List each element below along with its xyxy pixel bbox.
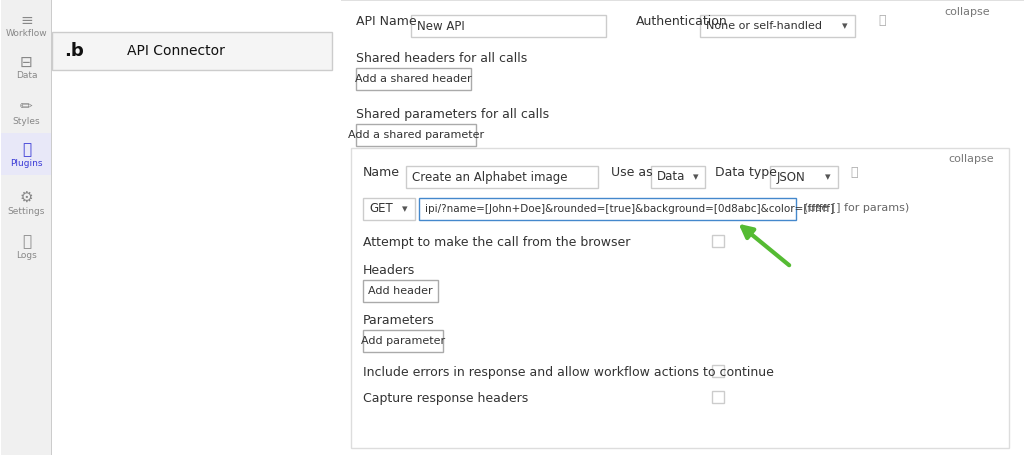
Bar <box>341 0 1024 455</box>
Bar <box>713 365 724 377</box>
Text: Headers: Headers <box>362 264 415 277</box>
Text: ✏: ✏ <box>20 100 33 115</box>
Text: API Name: API Name <box>356 15 417 28</box>
Bar <box>406 166 598 188</box>
Text: Add a shared header: Add a shared header <box>355 74 472 84</box>
Text: Plugins: Plugins <box>10 160 43 168</box>
Text: Name: Name <box>362 166 400 179</box>
Text: Data: Data <box>15 71 37 81</box>
Text: JSON: JSON <box>776 171 805 183</box>
Text: Styles: Styles <box>12 116 40 126</box>
Bar <box>362 198 415 220</box>
Text: 🗑: 🗑 <box>850 166 858 178</box>
Bar <box>356 68 471 90</box>
Text: ⚙: ⚙ <box>19 189 33 204</box>
Text: Attempt to make the call from the browser: Attempt to make the call from the browse… <box>362 236 631 249</box>
Bar <box>356 124 476 146</box>
Text: GET: GET <box>369 202 392 216</box>
Bar <box>362 280 438 302</box>
Text: 📄: 📄 <box>22 234 31 249</box>
Text: Shared parameters for all calls: Shared parameters for all calls <box>356 108 549 121</box>
Bar <box>1 0 51 455</box>
Text: None or self-handled: None or self-handled <box>707 21 822 31</box>
Bar <box>341 0 1024 1</box>
Bar <box>362 330 442 352</box>
Text: Add a shared parameter: Add a shared parameter <box>348 130 484 140</box>
Bar <box>411 15 605 37</box>
Text: Data type: Data type <box>716 166 777 179</box>
Text: Data: Data <box>656 171 685 183</box>
Text: 🗑: 🗑 <box>879 15 886 27</box>
Text: ≡: ≡ <box>20 12 33 27</box>
Text: collapse: collapse <box>948 154 994 164</box>
Text: Capture response headers: Capture response headers <box>362 392 528 405</box>
Text: (use [] for params): (use [] for params) <box>804 203 909 213</box>
Bar <box>1 133 51 175</box>
Bar <box>650 166 706 188</box>
Text: Create an Alphabet image: Create an Alphabet image <box>412 171 567 183</box>
Text: .b: .b <box>65 42 84 60</box>
Text: Logs: Logs <box>16 252 37 261</box>
Text: ipi/?name=[John+Doe]&rounded=[true]&background=[0d8abc]&color=[ffffff]: ipi/?name=[John+Doe]&rounded=[true]&back… <box>425 204 834 214</box>
Text: Workflow: Workflow <box>5 30 47 39</box>
Text: Include errors in response and allow workflow actions to continue: Include errors in response and allow wor… <box>362 366 774 379</box>
Text: 🔌: 🔌 <box>22 142 31 157</box>
Text: New API: New API <box>417 20 465 32</box>
Text: Settings: Settings <box>8 207 45 216</box>
Text: Add parameter: Add parameter <box>360 336 445 346</box>
Text: ▾: ▾ <box>692 172 698 182</box>
Text: Authentication: Authentication <box>636 15 727 28</box>
Bar <box>351 148 1009 448</box>
Text: Parameters: Parameters <box>362 314 434 327</box>
Text: ▾: ▾ <box>843 21 848 31</box>
Bar <box>419 198 797 220</box>
Bar <box>713 391 724 403</box>
Bar <box>700 15 855 37</box>
Bar <box>52 32 332 70</box>
Text: API Connector: API Connector <box>127 44 225 58</box>
Text: ▾: ▾ <box>402 204 408 214</box>
Text: Add header: Add header <box>368 286 433 296</box>
Bar <box>770 166 839 188</box>
Text: ⊟: ⊟ <box>20 55 33 70</box>
Bar <box>713 235 724 247</box>
Text: ▾: ▾ <box>825 172 831 182</box>
Text: Use as: Use as <box>610 166 652 179</box>
Text: collapse: collapse <box>944 7 990 17</box>
Text: Shared headers for all calls: Shared headers for all calls <box>356 52 527 65</box>
